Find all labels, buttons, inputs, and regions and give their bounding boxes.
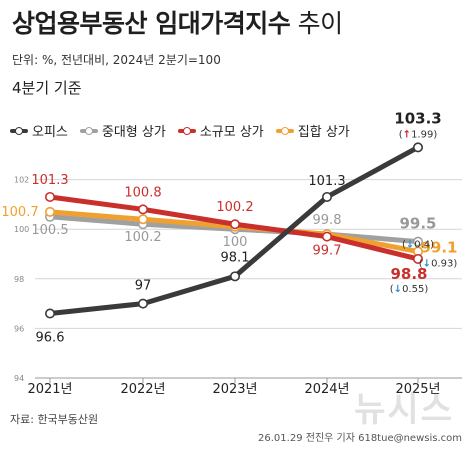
data-point-office (44, 308, 55, 319)
data-point-office (138, 298, 149, 309)
data-point-small (412, 253, 423, 264)
legend-label-midsize: 중대형 상가 (101, 125, 166, 140)
data-label-small: 100.2 (216, 200, 253, 215)
data-label-small: 101.3 (31, 173, 68, 188)
change-value: 0.4) (414, 240, 434, 251)
data-label-office: 103.3 (394, 109, 441, 127)
title-suffix: 추이 (290, 9, 344, 38)
data-point-small (44, 191, 55, 202)
down-arrow-icon: ↓ (423, 259, 431, 270)
data-point-aggregate (44, 206, 55, 217)
data-label-midsize: 99.5 (399, 215, 436, 233)
legend-item-office: 오피스 (10, 121, 68, 140)
data-point-small (230, 219, 241, 230)
change-value: 0.55) (402, 284, 428, 295)
change-paren-open: ( (402, 240, 406, 251)
change-annotation-small: (↓0.55) (390, 284, 429, 295)
data-point-small (321, 231, 332, 242)
legend-label-aggregate: 집합 상가 (297, 125, 350, 140)
data-label-office: 98.1 (221, 250, 250, 265)
change-paren-open: ( (419, 259, 423, 270)
credit-line: 26.01.29 전진우 기자 618tue@newsis.com (258, 433, 462, 444)
data-label-midsize: 100 (223, 235, 248, 250)
change-value: 1.99) (411, 129, 437, 140)
change-annotation-aggregate: (↓0.93) (419, 259, 458, 270)
up-arrow-icon: ↑ (403, 129, 411, 140)
chart-legend: 오피스 중대형 상가 소규모 상가 집합 상가 (10, 121, 350, 140)
legend-item-small: 소규모 상가 (177, 121, 264, 140)
x-tick-label: 2021년 (27, 382, 72, 397)
data-label-small: 100.8 (124, 185, 161, 200)
legend-swatch-aggregate (275, 126, 294, 136)
change-paren-open: ( (399, 129, 403, 140)
change-value: 0.93) (431, 259, 457, 270)
legend-label-office: 오피스 (32, 125, 68, 140)
data-label-office: 96.6 (36, 331, 65, 346)
data-label-small: 98.8 (390, 265, 427, 283)
legend-item-aggregate: 집합 상가 (275, 121, 350, 140)
title-main: 상업용부동산 임대가격지수 (12, 9, 291, 38)
data-label-aggregate: 99.1 (420, 239, 457, 257)
watermark-logo: 뉴시스 (354, 390, 454, 430)
data-point-midsize (412, 236, 423, 247)
x-tick-label: 2025년 (395, 382, 440, 397)
legend-swatch-small (177, 126, 196, 136)
legend-swatch-midsize (79, 126, 98, 136)
down-arrow-icon: ↓ (406, 240, 414, 251)
y-tick-label: 96 (14, 324, 24, 333)
data-label-midsize: 100.5 (31, 223, 68, 238)
page-title: 상업용부동산 임대가격지수 추이 (12, 4, 343, 40)
data-point-aggregate (138, 214, 149, 225)
data-label-aggregate: 100.7 (1, 205, 38, 220)
data-label-midsize: 100.2 (124, 230, 161, 245)
legend-label-small: 소규모 상가 (199, 125, 264, 140)
y-tick-label: 100 (14, 225, 29, 234)
data-label-midsize: 99.8 (313, 213, 342, 228)
unit-subtitle: 단위: %, 전년대비, 2024년 2분기=100 (12, 53, 221, 67)
data-label-small: 99.7 (313, 244, 342, 259)
data-point-office (321, 191, 332, 202)
data-label-office: 101.3 (308, 174, 345, 189)
change-annotation-midsize: (↓0.4) (402, 240, 434, 251)
data-point-office (230, 271, 241, 282)
change-paren-open: ( (390, 284, 394, 295)
source-note: 자료: 한국부동산원 (10, 413, 99, 426)
data-point-small (138, 204, 149, 215)
y-tick-label: 98 (14, 275, 24, 284)
change-annotation-office: (↑1.99) (399, 129, 438, 140)
x-tick-label: 2022년 (120, 382, 165, 397)
data-point-office (412, 142, 423, 153)
legend-item-midsize: 중대형 상가 (79, 121, 166, 140)
y-tick-label: 102 (14, 176, 29, 185)
basis-label: 4분기 기준 (12, 79, 82, 97)
y-tick-label: 94 (14, 374, 24, 383)
down-arrow-icon: ↓ (394, 284, 402, 295)
x-tick-label: 2023년 (212, 382, 257, 397)
legend-swatch-office (10, 126, 28, 136)
data-label-office: 97 (135, 279, 152, 294)
x-tick-label: 2024년 (304, 382, 349, 397)
